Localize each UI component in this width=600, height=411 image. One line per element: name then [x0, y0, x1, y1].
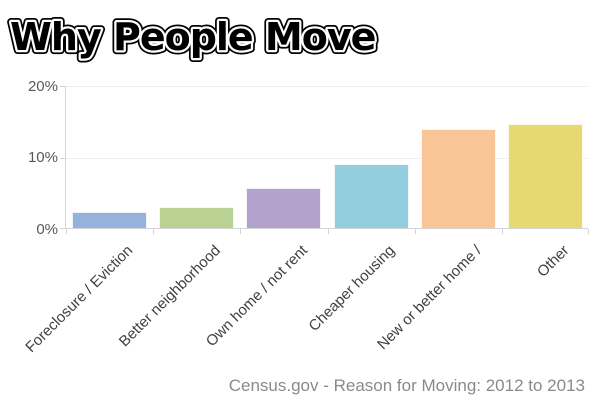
bar-3	[333, 163, 409, 228]
x-tick-1	[153, 229, 155, 234]
x-axis-label-5: Other	[533, 242, 573, 281]
y-axis-label-0: 0%	[36, 221, 58, 238]
x-tick-0	[66, 229, 67, 234]
bar-1	[159, 207, 235, 228]
x-tick-3	[327, 229, 329, 234]
y-tick-10	[60, 157, 66, 159]
bar-2	[246, 188, 322, 228]
y-axis-label-10: 10%	[27, 149, 58, 166]
x-tick-5	[501, 229, 503, 234]
source-caption: Census.gov - Reason for Moving: 2012 to …	[228, 376, 585, 395]
plot-area: 20% 10% 0% Foreclosure / Eviction Better …	[23, 78, 589, 356]
x-tick-2	[240, 229, 242, 234]
bar-0	[72, 212, 148, 228]
x-tick-4	[414, 229, 416, 234]
y-axis-label-20: 20%	[27, 78, 58, 95]
chart-title: Why People Move Why People Move Why Peop…	[6, 11, 380, 63]
chart-title-text: Why People Move	[10, 15, 375, 59]
gridline-20pct	[66, 86, 588, 87]
chart-title-halo: Why People Move	[10, 15, 375, 59]
chart-title-outline: Why People Move	[10, 15, 375, 59]
y-tick-0	[60, 228, 66, 229]
x-tick-6	[588, 229, 589, 234]
x-axis-label-3: Cheaper housing	[305, 242, 399, 335]
bar-5	[507, 124, 583, 228]
gridline-10pct	[66, 157, 588, 159]
bar-4	[420, 128, 496, 228]
y-tick-20	[60, 86, 66, 87]
